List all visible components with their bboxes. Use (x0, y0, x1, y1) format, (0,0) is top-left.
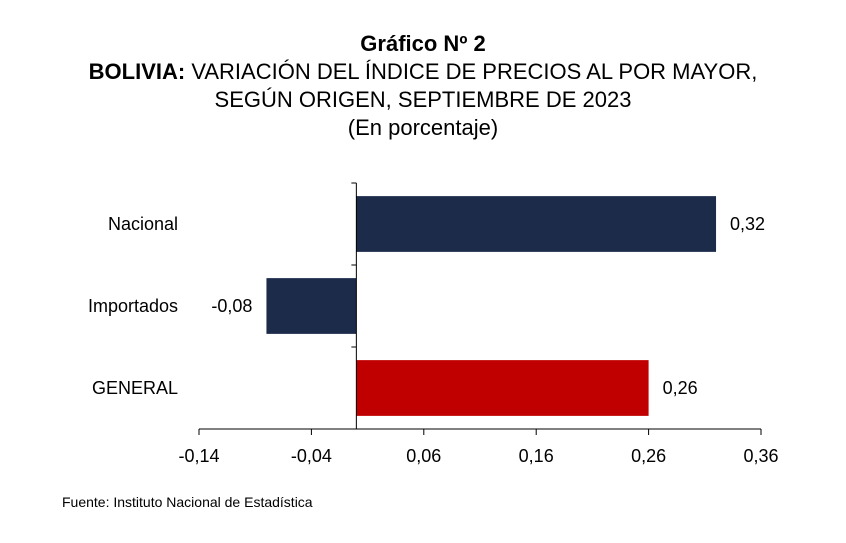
data-label: 0,32 (730, 214, 765, 234)
bar-general (356, 360, 649, 416)
chart-titles: Gráfico Nº 2 BOLIVIA: VARIACIÓN DEL ÍNDI… (0, 30, 846, 142)
data-label: 0,26 (663, 378, 698, 398)
category-label: Nacional (108, 214, 178, 234)
x-tick-label: 0,16 (519, 446, 554, 466)
x-tick-label: -0,04 (291, 446, 332, 466)
bar-nacional (356, 196, 717, 252)
bar-importados (266, 278, 357, 334)
chart-subtitle-rest: VARIACIÓN DEL ÍNDICE DE PRECIOS AL POR M… (185, 59, 758, 84)
category-label: Importados (88, 296, 178, 316)
chart-subtitle-bold: BOLIVIA: (88, 59, 186, 84)
chart-unit: (En porcentaje) (347, 115, 499, 140)
chart-subtitle: BOLIVIA: VARIACIÓN DEL ÍNDICE DE PRECIOS… (0, 58, 846, 86)
x-tick-label: -0,14 (178, 446, 219, 466)
x-tick-label: 0,36 (743, 446, 778, 466)
x-tick-label: 0,26 (631, 446, 666, 466)
category-label: GENERAL (92, 378, 178, 398)
data-label: -0,08 (211, 296, 252, 316)
chart-subtitle-line2: SEGÚN ORIGEN, SEPTIEMBRE DE 2023 (214, 87, 632, 112)
x-tick-label: 0,06 (406, 446, 441, 466)
chart-title: Gráfico Nº 2 (360, 31, 486, 56)
source-note: Fuente: Instituto Nacional de Estadístic… (62, 494, 313, 510)
